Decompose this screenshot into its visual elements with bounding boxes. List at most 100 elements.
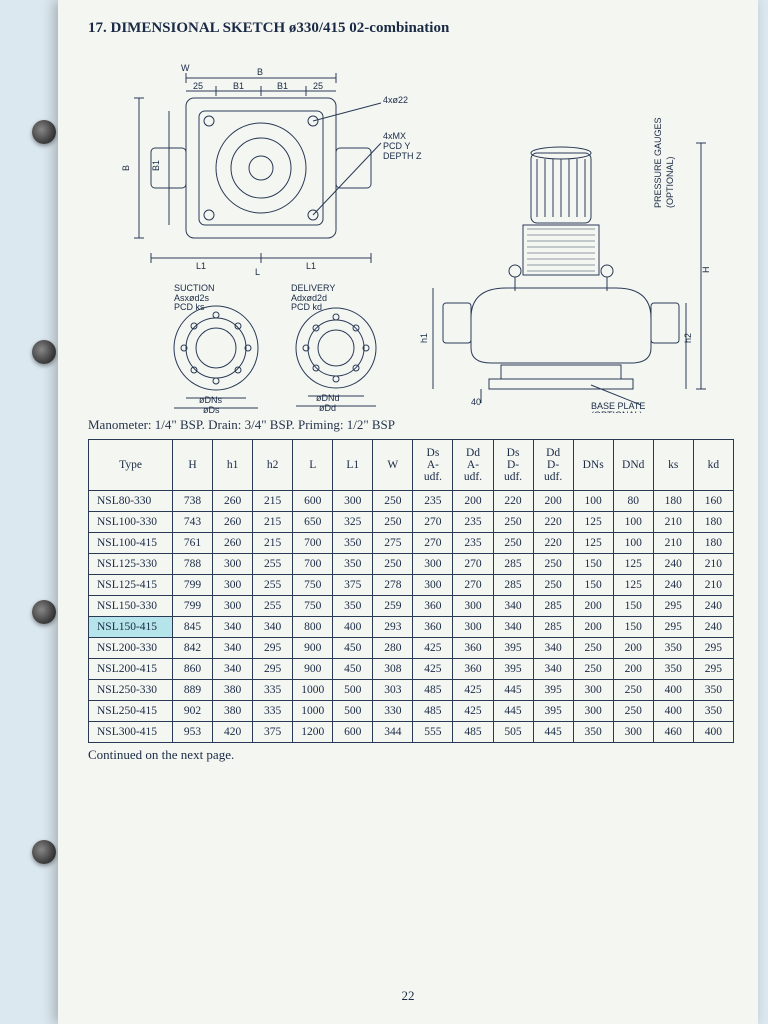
svg-text:L: L xyxy=(255,267,260,277)
value-cell: 300 xyxy=(333,491,373,512)
value-cell: 235 xyxy=(453,533,493,554)
value-cell: 308 xyxy=(373,659,413,680)
value-cell: 395 xyxy=(533,701,573,722)
value-cell: 250 xyxy=(573,638,613,659)
table-row: NSL200-415860340295900450308425360395340… xyxy=(89,659,734,680)
svg-text:4xMXPCD YDEPTH Z: 4xMXPCD YDEPTH Z xyxy=(383,131,422,161)
svg-text:h1: h1 xyxy=(419,333,429,343)
value-cell: 395 xyxy=(493,659,533,680)
type-cell: NSL100-415 xyxy=(89,533,173,554)
value-cell: 125 xyxy=(573,533,613,554)
svg-text:SUCTION: SUCTION xyxy=(174,283,215,293)
value-cell: 842 xyxy=(173,638,213,659)
value-cell: 889 xyxy=(173,680,213,701)
table-header: DdA-udf. xyxy=(453,440,493,491)
value-cell: 505 xyxy=(493,722,533,743)
value-cell: 335 xyxy=(253,680,293,701)
value-cell: 125 xyxy=(573,512,613,533)
value-cell: 270 xyxy=(413,533,453,554)
value-cell: 1200 xyxy=(293,722,333,743)
svg-text:øDNs: øDNs xyxy=(199,395,222,405)
value-cell: 220 xyxy=(533,533,573,554)
table-header: h1 xyxy=(213,440,253,491)
svg-text:B1: B1 xyxy=(151,160,161,171)
value-cell: 200 xyxy=(613,659,653,680)
table-header: ks xyxy=(653,440,693,491)
type-cell: NSL100-330 xyxy=(89,512,173,533)
value-cell: 293 xyxy=(373,617,413,638)
value-cell: 380 xyxy=(213,680,253,701)
value-cell: 743 xyxy=(173,512,213,533)
table-header: DdD-udf. xyxy=(533,440,573,491)
value-cell: 380 xyxy=(213,701,253,722)
table-row: NSL100-415761260215700350275270235250220… xyxy=(89,533,734,554)
value-cell: 350 xyxy=(333,533,373,554)
value-cell: 395 xyxy=(493,638,533,659)
value-cell: 845 xyxy=(173,617,213,638)
table-header: DNd xyxy=(613,440,653,491)
value-cell: 800 xyxy=(293,617,333,638)
value-cell: 300 xyxy=(213,596,253,617)
value-cell: 150 xyxy=(573,575,613,596)
type-cell: NSL300-415 xyxy=(89,722,173,743)
value-cell: 700 xyxy=(293,554,333,575)
value-cell: 210 xyxy=(693,554,733,575)
value-cell: 600 xyxy=(333,722,373,743)
value-cell: 953 xyxy=(173,722,213,743)
value-cell: 180 xyxy=(693,533,733,554)
table-header: DsA-udf. xyxy=(413,440,453,491)
value-cell: 1000 xyxy=(293,680,333,701)
value-cell: 150 xyxy=(573,554,613,575)
value-cell: 285 xyxy=(533,617,573,638)
value-cell: 425 xyxy=(413,659,453,680)
value-cell: 180 xyxy=(693,512,733,533)
value-cell: 255 xyxy=(253,575,293,596)
table-row: NSL150-415845340340800400293360300340285… xyxy=(89,617,734,638)
svg-text:DELIVERY: DELIVERY xyxy=(291,283,335,293)
value-cell: 340 xyxy=(253,617,293,638)
value-cell: 375 xyxy=(333,575,373,596)
value-cell: 400 xyxy=(653,701,693,722)
value-cell: 340 xyxy=(213,659,253,680)
value-cell: 425 xyxy=(453,701,493,722)
value-cell: 210 xyxy=(693,575,733,596)
value-cell: 295 xyxy=(693,638,733,659)
value-cell: 902 xyxy=(173,701,213,722)
value-cell: 285 xyxy=(533,596,573,617)
svg-text:B1: B1 xyxy=(277,81,288,91)
value-cell: 340 xyxy=(213,617,253,638)
value-cell: 375 xyxy=(253,722,293,743)
value-cell: 240 xyxy=(693,617,733,638)
value-cell: 240 xyxy=(693,596,733,617)
page-number: 22 xyxy=(58,988,758,1004)
value-cell: 400 xyxy=(693,722,733,743)
value-cell: 450 xyxy=(333,659,373,680)
value-cell: 344 xyxy=(373,722,413,743)
value-cell: 303 xyxy=(373,680,413,701)
value-cell: 445 xyxy=(493,701,533,722)
table-header: L1 xyxy=(333,440,373,491)
value-cell: 799 xyxy=(173,596,213,617)
document-page: 17. DIMENSIONAL SKETCH ø330/415 02-combi… xyxy=(58,0,758,1024)
value-cell: 300 xyxy=(213,575,253,596)
value-cell: 360 xyxy=(453,659,493,680)
table-header: L xyxy=(293,440,333,491)
value-cell: 200 xyxy=(613,638,653,659)
value-cell: 150 xyxy=(613,596,653,617)
value-cell: 1000 xyxy=(293,701,333,722)
table-row: NSL125-330788300255700350250300270285250… xyxy=(89,554,734,575)
value-cell: 340 xyxy=(213,638,253,659)
value-cell: 445 xyxy=(493,680,533,701)
svg-text:h2: h2 xyxy=(683,333,693,343)
value-cell: 278 xyxy=(373,575,413,596)
table-header: H xyxy=(173,440,213,491)
svg-text:W: W xyxy=(181,63,190,73)
value-cell: 295 xyxy=(653,617,693,638)
svg-text:4xø22: 4xø22 xyxy=(383,95,408,105)
svg-text:L1: L1 xyxy=(196,261,206,271)
value-cell: 255 xyxy=(253,554,293,575)
value-cell: 360 xyxy=(453,638,493,659)
svg-text:40: 40 xyxy=(471,397,481,407)
table-header: DsD-udf. xyxy=(493,440,533,491)
value-cell: 125 xyxy=(613,554,653,575)
